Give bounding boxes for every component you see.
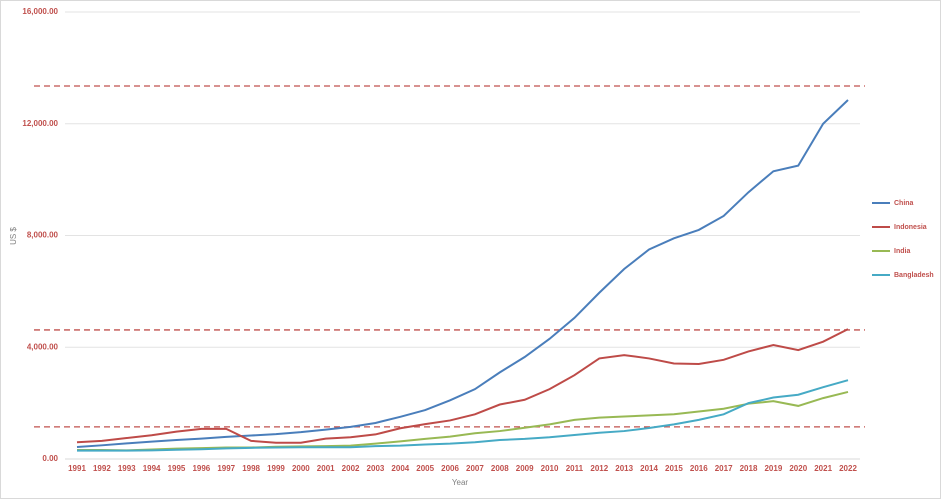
x-tick-label: 2019	[764, 464, 782, 473]
x-tick-label: 1997	[217, 464, 235, 473]
x-tick-label: 1995	[168, 464, 186, 473]
x-tick-label: 2022	[839, 464, 857, 473]
x-tick-label: 2011	[566, 464, 584, 473]
x-tick-label: 2017	[715, 464, 733, 473]
y-tick-label: 12,000.00	[22, 119, 58, 128]
x-tick-label: 1991	[68, 464, 86, 473]
x-tick-label: 2002	[342, 464, 360, 473]
x-tick-label: 1999	[267, 464, 285, 473]
x-tick-label: 2018	[740, 464, 758, 473]
x-tick-label: 2004	[391, 464, 409, 473]
x-tick-label: 1992	[93, 464, 111, 473]
y-tick-label: 0.00	[42, 454, 58, 463]
series-line	[76, 99, 849, 448]
x-tick-label: 1998	[242, 464, 260, 473]
legend-label: India	[894, 248, 910, 255]
x-tick-label: 2008	[491, 464, 509, 473]
x-tick-label: 2006	[441, 464, 459, 473]
x-tick-label: 2010	[541, 464, 559, 473]
y-tick-label: 4,000.00	[27, 342, 59, 351]
x-tick-label: 1994	[143, 464, 161, 473]
x-tick-label: 2013	[615, 464, 633, 473]
y-tick-label: 8,000.00	[27, 231, 59, 240]
x-tick-label: 2000	[292, 464, 310, 473]
x-tick-label: 2021	[814, 464, 832, 473]
x-tick-label: 2009	[516, 464, 534, 473]
series-line	[76, 328, 849, 444]
y-axis-title: US $	[9, 227, 18, 245]
x-tick-label: 1996	[192, 464, 210, 473]
x-axis-title: Year	[452, 478, 469, 487]
x-tick-label: 2001	[317, 464, 335, 473]
series-line	[77, 379, 849, 452]
x-tick-label: 2015	[665, 464, 683, 473]
x-tick-label: 2007	[466, 464, 484, 473]
x-tick-label: 2020	[789, 464, 807, 473]
x-tick-label: 2016	[690, 464, 708, 473]
legend-label: Indonesia	[894, 224, 927, 231]
x-tick-label: 2012	[590, 464, 608, 473]
legend-label: China	[894, 200, 914, 207]
y-tick-label: 16,000.00	[22, 7, 58, 16]
series-line	[77, 390, 849, 452]
x-tick-label: 1993	[118, 464, 136, 473]
legend-label: Bangladesh	[894, 272, 934, 279]
x-tick-label: 2014	[640, 464, 658, 473]
x-tick-label: 2005	[416, 464, 434, 473]
x-tick-label: 2003	[367, 464, 385, 473]
